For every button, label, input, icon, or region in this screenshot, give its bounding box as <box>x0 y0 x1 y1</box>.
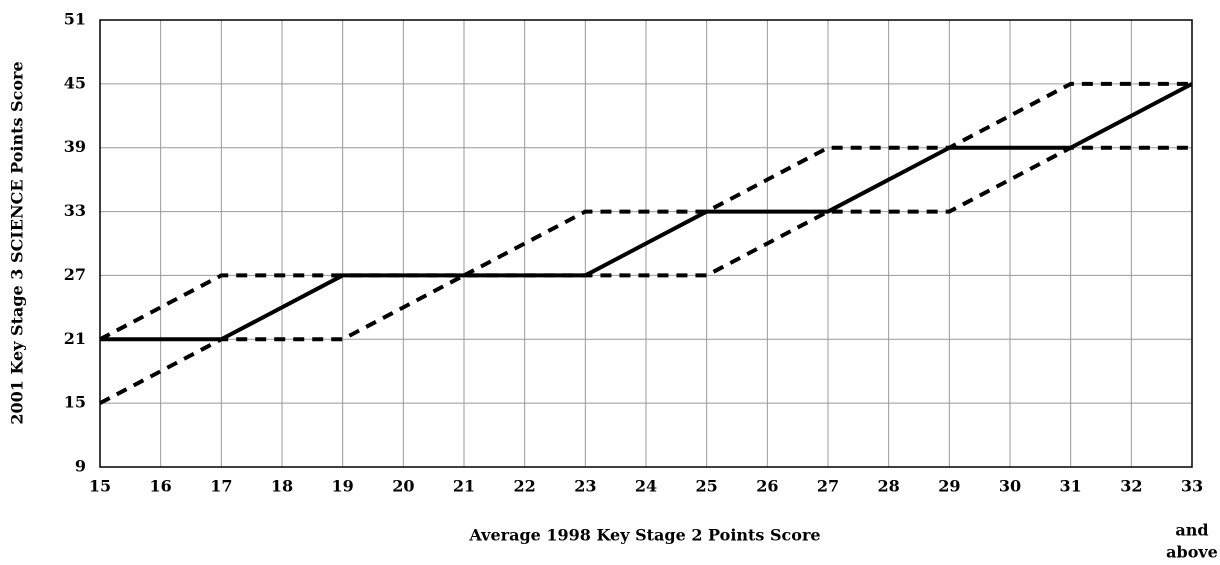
x-tick-label: 26 <box>756 477 778 496</box>
annotation: above <box>1166 543 1218 562</box>
x-tick-label: 28 <box>878 477 900 496</box>
x-tick-label: 25 <box>696 477 718 496</box>
x-tick-label: 32 <box>1120 477 1142 496</box>
y-tick-label: 27 <box>64 265 86 284</box>
y-tick-label: 45 <box>64 73 86 92</box>
x-tick-label: 15 <box>89 477 111 496</box>
x-tick-label: 22 <box>514 477 536 496</box>
plot-frame <box>99 19 1193 468</box>
data-line <box>99 145 1192 405</box>
x-tick-label: 29 <box>938 477 960 496</box>
x-tick-label: 18 <box>271 477 293 496</box>
y-tick-label: 15 <box>64 393 86 412</box>
x-tick-label: 31 <box>1060 477 1082 496</box>
y-tick-label: 39 <box>64 137 86 156</box>
x-tick-label: 19 <box>332 477 354 496</box>
x-tick-label: 30 <box>999 477 1021 496</box>
x-tick-label: 27 <box>817 477 839 496</box>
y-tick-label: 33 <box>64 201 86 220</box>
x-tick-label: 33 <box>1181 477 1203 496</box>
x-tick-label: 16 <box>150 477 172 496</box>
x-tick-label: 23 <box>574 477 596 496</box>
x-axis-label: Average 1998 Key Stage 2 Points Score <box>468 526 820 545</box>
y-axis-label: 2001 Key Stage 3 SCIENCE Points Score <box>8 61 27 424</box>
x-tick-label: 21 <box>453 477 475 496</box>
y-tick-label: 21 <box>64 329 86 348</box>
data-line <box>99 81 1192 342</box>
x-tick-label: 17 <box>210 477 232 496</box>
y-tick-label: 9 <box>75 457 86 476</box>
x-tick-label: 20 <box>392 477 414 496</box>
x-tick-label: 24 <box>635 477 657 496</box>
y-tick-label: 51 <box>64 10 86 29</box>
data-line <box>100 82 1193 342</box>
annotation: and <box>1175 521 1208 540</box>
